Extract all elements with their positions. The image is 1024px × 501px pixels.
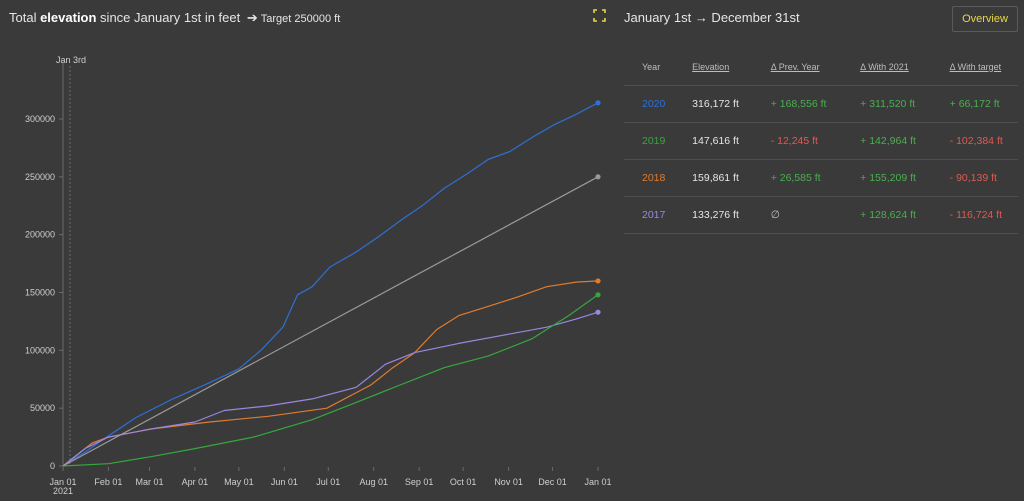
col-delta-2021[interactable]: Δ With 2021 <box>842 48 932 86</box>
x-tick-label: Dec 01 <box>538 477 567 487</box>
col-delta-target[interactable]: Δ With target <box>931 48 1018 86</box>
expand-icon[interactable] <box>593 9 606 22</box>
y-tick-label: 300000 <box>25 114 55 124</box>
y-tick-label: 250000 <box>25 172 55 182</box>
col-elevation[interactable]: Elevation <box>674 48 753 86</box>
x-tick-label: Apr 01 <box>182 477 209 487</box>
x-tick-label: Jan 01 <box>584 477 611 487</box>
row-elevation: 316,172 ft <box>674 85 753 123</box>
x-tick-sublabel: 2021 <box>53 486 73 496</box>
x-tick-label: Oct 01 <box>450 477 477 487</box>
x-tick-label: May 01 <box>224 477 254 487</box>
right-panel-title: January 1st → December 31st <box>624 10 800 25</box>
series-end-point-2020 <box>595 100 601 106</box>
row-delta-target: - 102,384 ft <box>931 122 1018 160</box>
series-line-2020 <box>62 102 599 467</box>
title-suffix: since January 1st in feet <box>96 10 241 25</box>
col-delta-prev-year[interactable]: Δ Prev. Year <box>752 48 843 86</box>
x-tick-label: Jun 01 <box>271 477 298 487</box>
row-delta-target: - 90,139 ft <box>931 159 1018 197</box>
x-tick-label: Sep 01 <box>405 477 434 487</box>
series-line-2018 <box>62 280 599 467</box>
x-tick-label: Jul 01 <box>316 477 340 487</box>
series-end-point-2018 <box>595 278 601 284</box>
series-end-point-2019 <box>595 292 601 298</box>
series-line-target <box>62 176 599 467</box>
row-year: 2019 <box>624 122 675 160</box>
target-text: Target 250000 ft <box>260 13 341 25</box>
table-row: 2020 316,172 ft + 168,556 ft + 311,520 ft + … <box>624 85 1018 123</box>
row-delta-2021: + 142,964 ft <box>842 122 932 160</box>
y-tick-label: 200000 <box>25 230 55 240</box>
row-delta-2021: + 311,520 ft <box>842 85 932 123</box>
y-tick-label: 150000 <box>25 288 55 298</box>
row-delta-2021: + 128,624 ft <box>842 196 932 234</box>
row-elevation: 133,276 ft <box>674 196 753 234</box>
chart-title: Total elevation since January 1st in fee… <box>9 10 340 26</box>
x-tick-label: Feb 01 <box>94 477 122 487</box>
series-end-point-target <box>595 174 601 180</box>
x-tick-label: Nov 01 <box>494 477 523 487</box>
row-delta-prev: + 168,556 ft <box>752 85 843 123</box>
series-line-2019 <box>62 294 599 467</box>
series-end-point-2017 <box>595 309 601 315</box>
x-tick-label: Jan 01 <box>49 477 76 487</box>
row-elevation: 159,861 ft <box>674 159 753 197</box>
elevation-line-chart: Jan 3rd 0 50000 100000 150000 200000 250000 300… <box>25 55 612 496</box>
row-delta-prev: - 12,245 ft <box>752 122 843 160</box>
stats-table: Year Elevation Δ Prev. Year Δ With 2021 … <box>624 48 1018 234</box>
table-row: 2019 147,616 ft - 12,245 ft + 142,964 ft - 1… <box>624 122 1018 160</box>
row-delta-prev: ∅ <box>752 196 843 234</box>
title-bold: elevation <box>40 10 97 25</box>
y-tick-label: 0 <box>50 461 55 471</box>
arrow-icon: ➔ <box>246 10 258 25</box>
overview-button[interactable]: Overview <box>952 6 1018 32</box>
table-row: 2017 133,276 ft ∅ + 128,624 ft - 116,724 ft <box>624 196 1018 234</box>
row-elevation: 147,616 ft <box>674 122 753 160</box>
x-tick-label: Mar 01 <box>135 477 163 487</box>
row-year: 2018 <box>624 159 675 197</box>
table-header-row: Year Elevation Δ Prev. Year Δ With 2021 … <box>624 48 1018 86</box>
row-delta-2021: + 155,209 ft <box>842 159 932 197</box>
y-tick-label: 50000 <box>30 403 55 413</box>
row-year: 2020 <box>624 85 675 123</box>
title-prefix: Total <box>9 10 41 25</box>
row-year: 2017 <box>624 196 675 234</box>
table-row: 2018 159,861 ft + 26,585 ft + 155,209 ft - 9… <box>624 159 1018 197</box>
y-tick-label: 100000 <box>25 345 55 355</box>
col-year: Year <box>624 48 675 86</box>
row-delta-target: - 116,724 ft <box>931 196 1018 234</box>
series-line-2017 <box>62 311 599 467</box>
x-tick-label: Aug 01 <box>359 477 388 487</box>
today-marker-label: Jan 3rd <box>56 55 86 65</box>
row-delta-target: + 66,172 ft <box>931 85 1018 123</box>
row-delta-prev: + 26,585 ft <box>752 159 843 197</box>
